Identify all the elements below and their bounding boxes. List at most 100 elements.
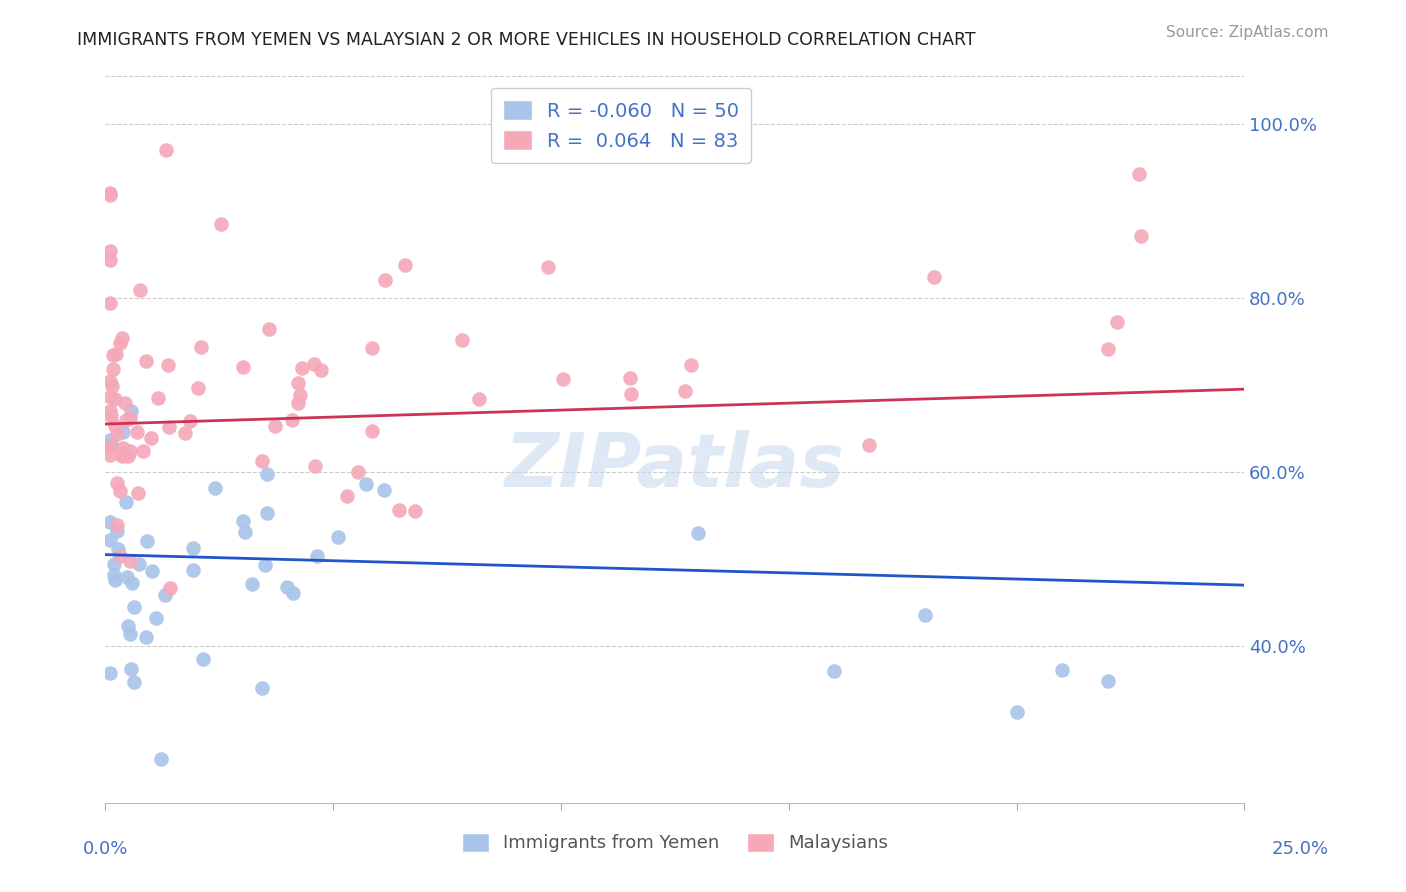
Point (619, 387, 641, 401)
Point (257, 321, 280, 335)
Point (110, 484, 132, 499)
Point (256, 467, 278, 482)
Point (98, 516, 121, 530)
Point (551, 372, 574, 386)
Point (922, 270, 945, 285)
Point (159, 582, 181, 596)
Point (139, 431, 162, 445)
Point (156, 358, 179, 372)
Point (98, 374, 121, 388)
Point (307, 549, 329, 563)
Point (98, 252, 121, 267)
Text: Source: ZipAtlas.com: Source: ZipAtlas.com (1166, 25, 1329, 40)
Point (114, 396, 136, 410)
Point (190, 340, 212, 354)
Point (98, 433, 121, 447)
Point (283, 586, 305, 600)
Point (242, 577, 264, 591)
Point (187, 381, 209, 395)
Point (304, 459, 326, 474)
Point (149, 752, 172, 766)
Point (155, 143, 177, 157)
Text: ZIPatlas: ZIPatlas (505, 430, 845, 503)
Point (619, 371, 641, 385)
Point (111, 425, 134, 439)
Point (105, 426, 128, 441)
Point (98, 187, 121, 202)
Point (252, 681, 274, 695)
Text: IMMIGRANTS FROM YEMEN VS MALAYSIAN 2 OR MORE VEHICLES IN HOUSEHOLD CORRELATION C: IMMIGRANTS FROM YEMEN VS MALAYSIAN 2 OR … (77, 31, 976, 49)
Point (117, 449, 139, 463)
Point (181, 541, 204, 555)
Point (153, 588, 176, 602)
Point (120, 403, 142, 417)
Point (281, 413, 304, 427)
Point (111, 441, 134, 455)
Point (118, 411, 141, 425)
Point (159, 420, 181, 434)
Point (311, 363, 333, 377)
Point (394, 258, 416, 272)
Point (388, 503, 411, 517)
Legend: Immigrants from Yemen, Malaysians: Immigrants from Yemen, Malaysians (454, 826, 896, 860)
Point (287, 396, 309, 410)
Point (101, 362, 124, 376)
Point (98, 449, 121, 463)
Point (232, 360, 254, 375)
Point (105, 524, 128, 538)
Point (291, 360, 314, 375)
Point (328, 530, 350, 544)
Point (108, 549, 131, 563)
Point (1097, 674, 1119, 689)
Point (823, 665, 845, 679)
Point (105, 518, 128, 533)
Point (111, 331, 134, 345)
Point (1097, 342, 1119, 356)
Point (110, 446, 132, 460)
Point (98, 404, 121, 418)
Point (103, 558, 125, 572)
Point (1128, 167, 1150, 181)
Point (373, 483, 395, 498)
Point (374, 273, 396, 287)
Point (209, 217, 232, 231)
Point (686, 526, 709, 541)
Point (111, 449, 134, 463)
Point (174, 425, 197, 440)
Point (181, 564, 204, 578)
Point (98, 533, 121, 547)
Point (100, 437, 122, 451)
Point (98, 390, 121, 404)
Text: 0.0%: 0.0% (83, 840, 128, 858)
Point (104, 347, 127, 361)
Point (120, 443, 142, 458)
Point (914, 608, 936, 623)
Point (256, 507, 278, 521)
Point (135, 630, 157, 644)
Point (252, 454, 274, 468)
Point (108, 336, 131, 351)
Point (124, 675, 146, 690)
Point (146, 391, 169, 405)
Point (233, 525, 256, 540)
Point (361, 342, 384, 356)
Point (1130, 229, 1153, 244)
Point (120, 554, 142, 568)
Point (117, 618, 139, 632)
Point (125, 425, 148, 439)
Point (673, 384, 696, 398)
Point (129, 283, 152, 297)
Point (104, 392, 127, 407)
Point (135, 353, 157, 368)
Point (276, 580, 298, 594)
Point (404, 504, 426, 518)
Point (100, 379, 122, 393)
Point (361, 424, 384, 438)
Point (191, 652, 214, 666)
Point (117, 570, 139, 584)
Point (264, 418, 287, 433)
Point (254, 558, 277, 572)
Point (132, 443, 155, 458)
Point (179, 414, 201, 428)
Point (101, 348, 124, 362)
